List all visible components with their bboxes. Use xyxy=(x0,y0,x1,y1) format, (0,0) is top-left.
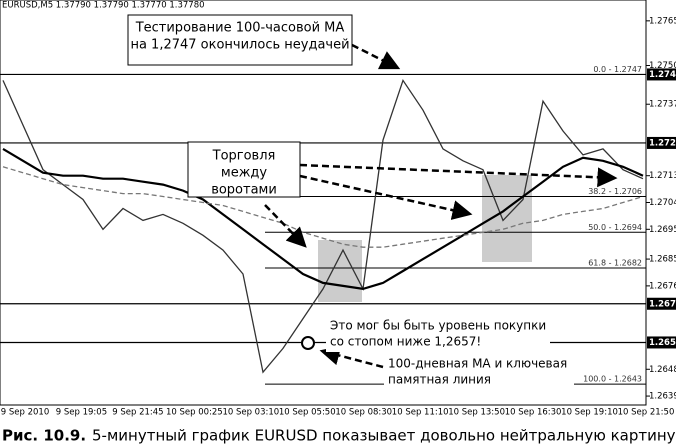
annotation: 100-дневная МА и ключевая xyxy=(388,357,567,371)
series-line xyxy=(2,147,644,291)
annotation: Это мог бы быть уровень покупки xyxy=(330,319,546,333)
x-tick-label: 10 Sep 03:10 xyxy=(222,408,279,418)
y-tick-label: 1.2695 xyxy=(649,225,676,235)
fib-label: 61.8 - 1.2682 xyxy=(588,259,642,268)
caption-label: Рис. 10.9. xyxy=(2,427,86,445)
fib-label: 38.2 - 1.2706 xyxy=(588,187,642,196)
range-box xyxy=(318,240,362,302)
fib-label: 100.0 - 1.2643 xyxy=(583,375,642,384)
y-tick-label: 1.2704 xyxy=(649,198,676,208)
y-tick-label: 1.2639 xyxy=(649,392,676,402)
y-tick-label: 1.2750 xyxy=(649,61,676,71)
caption-text: 5-минутный график EURUSD показывает дово… xyxy=(92,427,676,445)
x-tick-label: 10 Sep 05:50 xyxy=(279,408,336,418)
annotation: памятная линия xyxy=(388,373,491,387)
annotation-bg xyxy=(384,356,574,390)
annotation: на 1,2747 окончилось неудачей xyxy=(130,38,349,53)
x-tick-label: 9 Sep 2010 xyxy=(1,408,49,418)
annotation-bg xyxy=(326,318,550,352)
level-tag xyxy=(647,297,676,310)
level-tag xyxy=(647,136,676,149)
x-tick-label: 9 Sep 19:05 xyxy=(56,408,107,418)
y-tick-label: 1.2685 xyxy=(649,255,676,265)
annotation: воротами xyxy=(211,183,277,198)
fib-label: 50.0 - 1.2694 xyxy=(588,223,642,232)
level-tag xyxy=(647,336,676,349)
annotation: Торговля xyxy=(212,149,276,164)
x-tick-label: 10 Sep 19:10 xyxy=(561,408,618,418)
y-tick-label: 1.2648 xyxy=(649,365,676,375)
series-line xyxy=(2,166,644,248)
x-tick-label: 10 Sep 13:50 xyxy=(448,408,505,418)
chart-header: EURUSD,M5 1.37790 1.37790 1.37770 1.3778… xyxy=(2,1,205,11)
x-tick-label: 10 Sep 21:50 xyxy=(618,408,675,418)
level-label: 1.2670 xyxy=(649,299,676,309)
annotation: со стопом ниже 1,2657! xyxy=(330,335,481,349)
annotation: Тестирование 100-часовой МА xyxy=(135,21,345,36)
y-tick-label: 1.2676 xyxy=(649,281,676,291)
level-tag xyxy=(647,68,676,81)
x-tick-label: 9 Sep 21:45 xyxy=(112,408,163,418)
entry-marker xyxy=(301,336,315,350)
x-tick-label: 10 Sep 08:30 xyxy=(335,408,392,418)
level-label: 1.2657 xyxy=(649,338,676,348)
y-tick-label: 1.2713 xyxy=(649,171,676,181)
annotation-box xyxy=(187,141,301,198)
annotation: между xyxy=(221,166,268,181)
fib-label: 0.0 - 1.2747 xyxy=(593,65,642,74)
level-label: 1.2724 xyxy=(649,138,676,148)
x-tick-label: 10 Sep 11:10 xyxy=(392,408,449,418)
x-tick-label: 10 Sep 00:25 xyxy=(166,408,223,418)
y-tick-label: 1.2737 xyxy=(649,100,676,110)
y-tick-label: 1.2765 xyxy=(649,16,676,26)
level-label: 1.2747 xyxy=(649,70,676,80)
series-line xyxy=(2,78,644,374)
arrows xyxy=(264,43,618,369)
annotation-box xyxy=(127,14,353,66)
x-tick-label: 10 Sep 16:30 xyxy=(505,408,562,418)
